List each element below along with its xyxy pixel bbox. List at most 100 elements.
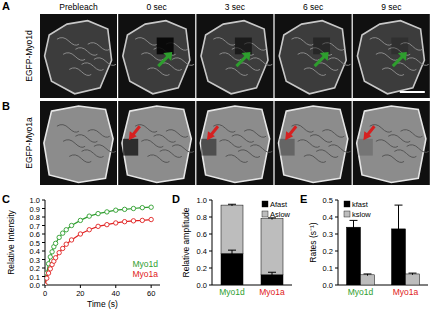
y-axis	[338, 200, 339, 285]
data-point	[57, 251, 61, 255]
data-point	[96, 211, 100, 215]
y-tick-label: 0.2	[30, 264, 40, 273]
micrograph	[118, 14, 195, 98]
cell	[279, 106, 348, 183]
panel-label: C	[2, 193, 10, 205]
cell	[279, 21, 346, 94]
data-point	[60, 231, 64, 235]
y-tick	[335, 217, 338, 218]
y-tick-label: 0.4	[197, 247, 207, 256]
cell-texture	[154, 135, 176, 143]
cell	[357, 21, 424, 94]
y-tick	[42, 217, 45, 218]
y-tick-label: 1.0	[30, 196, 40, 205]
x-axis	[45, 285, 160, 286]
y-tick-label: 0.0	[30, 281, 40, 290]
y-tick	[209, 217, 212, 218]
y-tick	[335, 268, 338, 269]
x-tick	[151, 285, 152, 288]
data-point	[78, 218, 82, 222]
micrograph	[40, 14, 117, 98]
cell-texture	[94, 58, 116, 66]
cell-texture	[292, 38, 314, 46]
bar	[361, 275, 375, 285]
cell	[45, 21, 112, 94]
image-background	[40, 101, 117, 185]
cell	[201, 21, 268, 94]
y-tick	[42, 234, 45, 235]
data-point	[48, 267, 52, 271]
data-point	[45, 283, 47, 285]
cell-texture	[394, 150, 416, 158]
y-axis-label: Rates (s⁻¹)	[308, 222, 318, 262]
cell-texture	[370, 38, 392, 46]
cell-texture	[250, 145, 272, 153]
y-tick	[42, 276, 45, 277]
cell-texture	[316, 63, 338, 71]
x-tick-label: Myo1d	[348, 287, 374, 297]
y-tick-label: 0.9	[30, 205, 40, 214]
row-label: EGFP-Myo1d	[24, 30, 34, 82]
data-point	[45, 276, 49, 280]
y-tick-label: 0.0	[323, 281, 333, 290]
error-bar	[409, 273, 417, 275]
bar	[347, 227, 361, 285]
legend-entry: kslow	[352, 210, 371, 219]
arrow-head	[320, 52, 329, 61]
image-background	[196, 14, 273, 98]
y-tick	[42, 225, 45, 226]
cell-texture	[250, 58, 272, 66]
data-point	[69, 238, 73, 242]
cell-texture	[322, 130, 344, 138]
data-point	[122, 207, 126, 211]
y-tick-label: 0.3	[30, 256, 40, 265]
bleach-region	[201, 139, 216, 156]
y-tick	[42, 208, 45, 209]
bar	[221, 254, 243, 285]
arrow-head	[207, 131, 215, 140]
y-tick	[42, 268, 45, 269]
bleach-region	[313, 38, 330, 55]
y-tick	[335, 234, 338, 235]
legend-swatch	[262, 201, 268, 207]
cell-texture	[226, 68, 248, 76]
arrow-head	[285, 131, 293, 140]
x-tick-label: 0	[43, 289, 47, 298]
micrograph	[275, 101, 352, 185]
cell	[357, 106, 426, 183]
y-tick	[209, 200, 212, 201]
cell-texture	[141, 140, 163, 148]
cell-texture	[388, 135, 410, 143]
plot-area	[347, 205, 420, 285]
cell-texture	[172, 145, 194, 153]
cell-texture	[172, 58, 194, 66]
y-tick-label: 0.7	[30, 222, 40, 231]
image-background	[118, 101, 195, 185]
bleach-region	[123, 139, 138, 156]
y-axis-label: Relative Intensity	[6, 209, 16, 274]
data-point	[87, 228, 91, 232]
arrow	[315, 56, 325, 66]
cell-texture	[407, 58, 429, 66]
image-background	[353, 14, 430, 98]
data-point	[114, 221, 118, 225]
y-tick-label: 0.5	[30, 239, 40, 248]
arrow-head	[398, 52, 407, 61]
data-point	[96, 224, 100, 228]
cell-texture	[88, 130, 110, 138]
y-tick-label: 0.6	[30, 230, 40, 239]
error-bar	[350, 220, 358, 234]
y-tick-label: 0.2	[197, 264, 207, 273]
error-bar	[364, 274, 372, 276]
row-label: EGFP-Myo1a	[24, 117, 34, 169]
y-tick	[42, 242, 45, 243]
bleach-region	[391, 38, 408, 55]
y-tick	[209, 285, 212, 286]
cell	[44, 106, 113, 183]
cell	[200, 106, 269, 183]
cell-texture	[220, 140, 242, 148]
data-point	[105, 210, 109, 214]
cell-texture	[226, 155, 248, 163]
bar	[221, 205, 243, 253]
micrograph	[196, 101, 273, 185]
